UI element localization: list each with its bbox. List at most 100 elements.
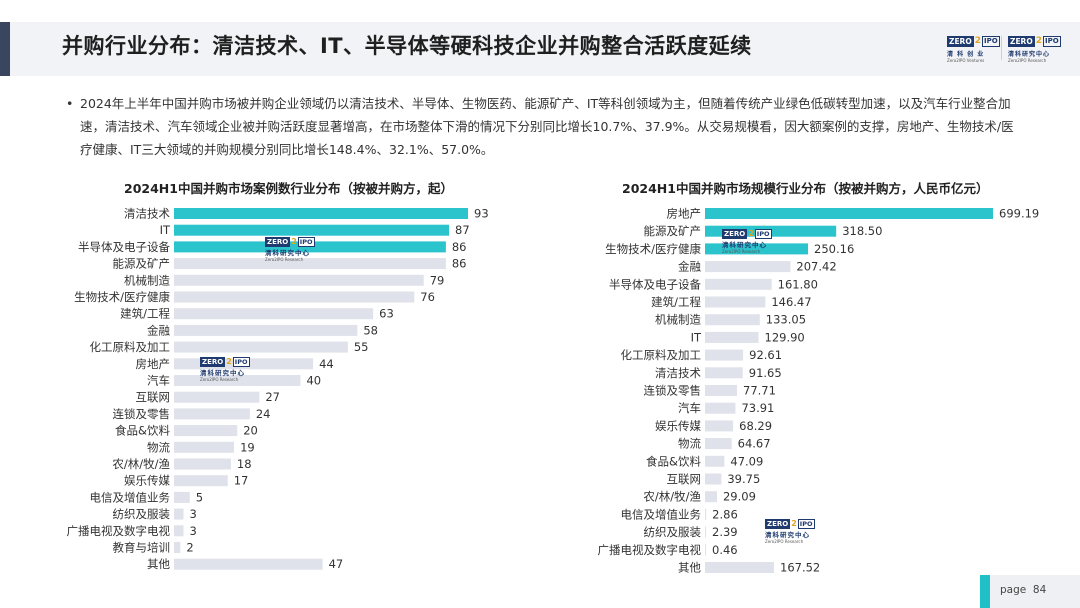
bar	[174, 341, 348, 353]
bar	[705, 208, 993, 219]
category-label: 娱乐传媒	[124, 474, 170, 488]
header-accent-bar	[0, 22, 10, 76]
category-label: 化工原料及加工	[90, 340, 171, 354]
value-label: 58	[363, 323, 378, 337]
category-label: 汽车	[147, 374, 170, 388]
category-label: 物流	[678, 437, 701, 451]
bar	[174, 508, 184, 520]
value-label: 161.80	[778, 277, 818, 291]
category-label: 房地产	[667, 207, 702, 221]
value-label: 64.67	[738, 437, 771, 451]
value-label: 39.75	[727, 472, 760, 486]
category-label: 娱乐传媒	[655, 419, 701, 433]
category-label: 农/林/牧/渔	[112, 457, 170, 471]
deal-count-chart-title: 2024H1中国并购市场案例数行业分布（按被并购方，起）	[124, 181, 453, 196]
bar	[705, 402, 736, 414]
bar	[174, 475, 228, 487]
value-label: 47	[329, 557, 344, 571]
bar	[705, 508, 707, 520]
watermark-logo: ZERO 2 IPO 清科研究中心 Zero2IPO Research	[200, 356, 250, 382]
bar	[174, 441, 235, 453]
category-label: IT	[160, 223, 171, 237]
value-label: 699.19	[999, 207, 1039, 221]
bar	[174, 542, 181, 553]
value-label: 29.09	[723, 490, 756, 504]
category-label: 房地产	[136, 357, 171, 371]
value-label: 76	[420, 290, 435, 304]
value-label: 146.47	[771, 295, 811, 309]
deal-size-bar-chart: 房地产 699.19 能源及矿产 318.50 生物技术/医疗健康 250.16 金融 207…	[598, 207, 1040, 575]
bar	[174, 308, 374, 320]
bar	[705, 455, 725, 467]
zero2ipo-research-logo: ZERO 2 IPO 清科研究中心 Zero2IPO Research	[1008, 35, 1061, 63]
value-label: 250.16	[814, 242, 854, 256]
bar	[705, 278, 772, 290]
value-label: 5	[196, 490, 203, 504]
category-label: 连锁及零售	[644, 384, 702, 398]
deal-size-chart-title: 2024H1中国并购市场规模行业分布（按被并购方，人民币亿元）	[622, 181, 989, 196]
value-label: 24	[256, 407, 271, 421]
value-label: 167.52	[780, 561, 820, 575]
category-label: 纺织及服装	[644, 525, 702, 539]
category-label: 生物技术/医疗健康	[74, 290, 170, 304]
bar	[705, 491, 717, 503]
value-label: 207.42	[796, 260, 836, 274]
bar	[174, 458, 231, 470]
bar	[174, 391, 260, 403]
category-label: 其他	[147, 557, 170, 571]
category-label: 建筑/工程	[651, 295, 701, 309]
bar	[174, 558, 323, 570]
value-label: 129.90	[765, 330, 805, 344]
bar	[705, 544, 706, 556]
category-label: 金融	[678, 260, 701, 274]
bar	[174, 274, 424, 286]
logo-divider	[1001, 36, 1002, 60]
value-label: 2	[186, 541, 193, 555]
bar	[174, 408, 250, 420]
bullet-dot: •	[66, 96, 74, 111]
value-label: 18	[237, 457, 252, 471]
value-label: 86	[452, 257, 467, 271]
category-label: 广播电视及数字电视	[67, 524, 171, 538]
category-label: 连锁及零售	[113, 407, 171, 421]
category-label: 农/林/牧/渔	[643, 490, 701, 504]
bar	[705, 420, 734, 432]
bar	[705, 438, 732, 450]
bar	[705, 367, 743, 379]
category-label: 化工原料及加工	[621, 348, 702, 362]
bar	[705, 526, 706, 538]
category-label: 金融	[147, 323, 170, 337]
bar	[705, 243, 809, 255]
bar	[705, 385, 738, 396]
bar	[174, 425, 238, 437]
value-label: 2.86	[712, 507, 738, 521]
category-label: 能源及矿产	[113, 257, 171, 271]
page-title: 并购行业分布：清洁技术、IT、半导体等硬科技企业并购整合活跃度延续	[62, 34, 752, 58]
category-label: 纺织及服装	[113, 507, 171, 521]
bar	[174, 491, 190, 503]
value-label: 73.91	[741, 401, 774, 415]
bar	[705, 473, 722, 485]
bar	[174, 291, 415, 303]
watermark-logo: ZERO 2 IPO 清科研究中心 Zero2IPO Research	[765, 518, 815, 544]
watermark-logo: ZERO 2 IPO 清科研究中心 Zero2IPO Research	[265, 236, 315, 262]
value-label: 44	[319, 357, 334, 371]
category-label: 物流	[147, 440, 170, 454]
category-label: 互联网	[136, 390, 171, 404]
category-label: 生物技术/医疗健康	[605, 242, 701, 256]
category-label: 电信及增值业务	[621, 507, 702, 521]
category-label: 其他	[678, 561, 701, 575]
value-label: 87	[455, 223, 470, 237]
title-band	[10, 22, 1080, 76]
bar	[174, 208, 468, 219]
page-number-box	[980, 575, 1080, 608]
category-label: IT	[691, 330, 702, 344]
category-label: 半导体及电子设备	[609, 277, 701, 291]
category-label: 清洁技术	[124, 207, 170, 221]
bar	[174, 525, 184, 537]
category-label: 食品&饮料	[646, 454, 701, 468]
category-label: 机械制造	[124, 273, 170, 287]
value-label: 77.71	[743, 384, 776, 398]
bar	[174, 375, 301, 386]
category-label: 汽车	[678, 401, 701, 415]
